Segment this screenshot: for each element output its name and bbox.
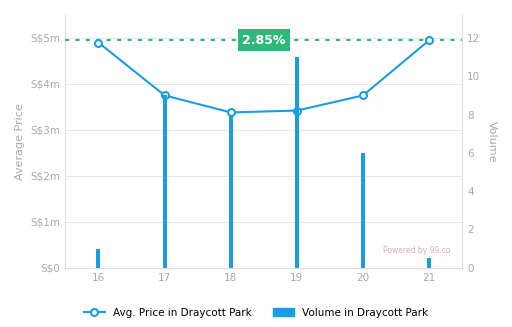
Legend: Avg. Price in Draycott Park, Volume in Draycott Park: Avg. Price in Draycott Park, Volume in D… [80,303,432,322]
Text: 2.85%: 2.85% [242,34,286,47]
Text: Powered by 99.co: Powered by 99.co [383,246,451,255]
Bar [295,57,299,268]
Bar [229,114,233,268]
Bar [96,249,100,268]
Bar [163,95,166,268]
Bar [361,153,365,268]
Y-axis label: Average Price: Average Price [15,103,25,180]
Bar [427,258,431,268]
Y-axis label: Volume: Volume [487,121,497,162]
